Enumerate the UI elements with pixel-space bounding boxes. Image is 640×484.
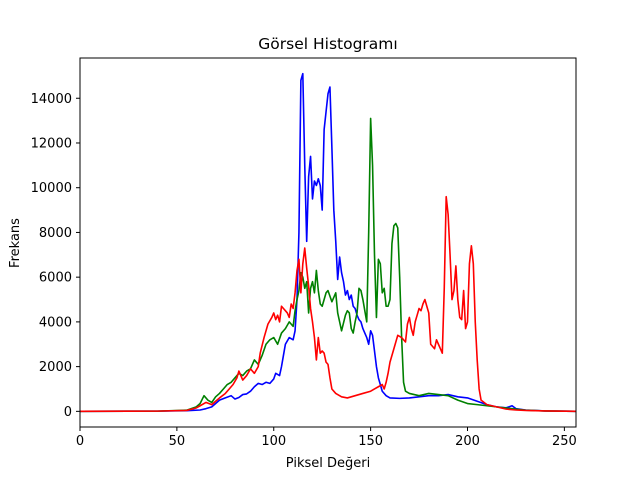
y-tick-label: 8000 (39, 226, 72, 241)
series-line-1 (79, 117, 577, 413)
x-axis-label: Piksel Değeri (286, 456, 370, 471)
x-tick-label: 0 (76, 434, 84, 449)
x-tick-label: 50 (169, 434, 186, 449)
x-tick-label: 250 (552, 434, 577, 449)
series-line-0 (79, 72, 577, 413)
x-tick-label: 100 (261, 434, 286, 449)
chart-title: Görsel Histogramı (258, 35, 397, 53)
y-tick-label: 14000 (31, 92, 72, 107)
series-line-2 (79, 195, 577, 413)
y-axis-label: Frekans (8, 218, 23, 268)
series-layer (79, 72, 577, 413)
axes-layer: 0 50 100 150 200 250 0 2000 4000 6000 8000 10000 120… (31, 92, 577, 449)
y-tick-label: 10000 (31, 181, 72, 196)
plot-frame (79, 57, 577, 428)
y-tick-label: 12000 (31, 136, 72, 151)
y-tick-label: 2000 (39, 360, 72, 375)
y-tick-label: 4000 (39, 315, 72, 330)
y-tick-label: 0 (64, 405, 72, 420)
x-tick-label: 150 (358, 434, 383, 449)
y-tick-label: 6000 (39, 271, 72, 286)
x-tick-label: 200 (455, 434, 480, 449)
